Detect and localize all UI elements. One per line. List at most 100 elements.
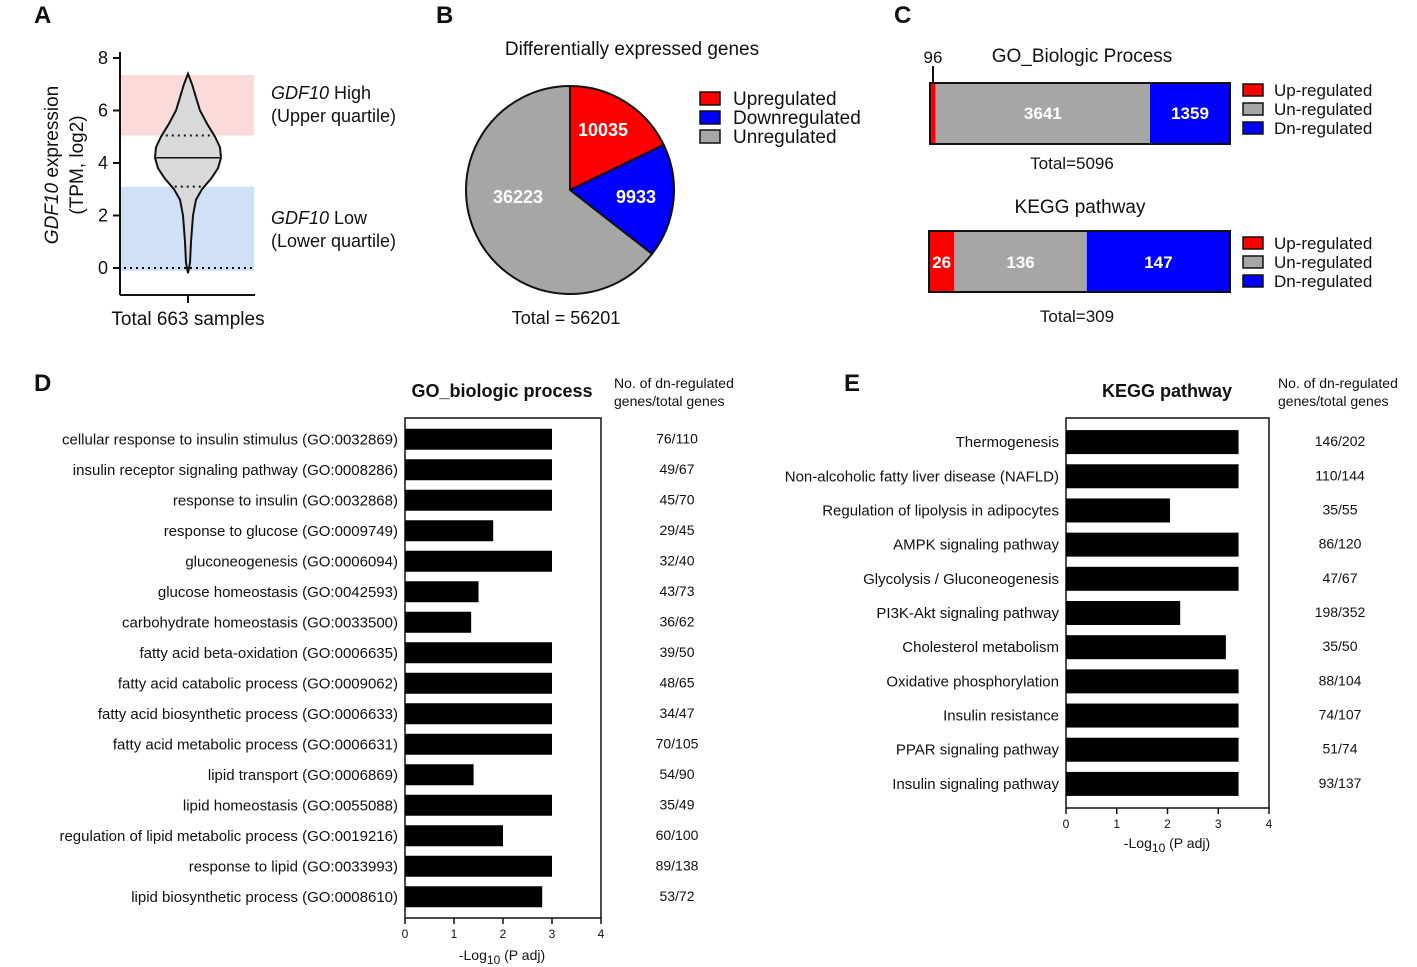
kegg-x-label-post: (P adj) [1165,835,1210,851]
pie-slice-upregulated [569,84,666,192]
bar [1066,601,1181,625]
pie-title: Differentially expressed genes [505,39,759,60]
go-x-label: -Log10 (P adj) [459,947,545,967]
violin-y-tick-label: 8 [98,48,108,68]
stacked-segment-value: 26 [932,253,951,272]
bar [405,611,472,633]
bar [1066,635,1226,660]
low-group-sublabel: (Lower quartile) [271,231,396,251]
stacked-legend-label: Dn-regulated [1274,119,1372,138]
bar-count-label: 53/72 [659,888,694,904]
bar [405,703,552,725]
bar-count-label: 54/90 [659,766,694,782]
bar-category-label: PPAR signaling pathway [896,742,1060,759]
stacked-legend-label: Up-regulated [1274,81,1372,100]
stacked-legend-swatch [1242,255,1264,269]
violin-y-label-line2: (TPM, log2) [67,115,88,214]
bar-category-label: fatty acid beta-oxidation (GO:0006635) [140,645,399,662]
stacked-segment-value: 147 [1144,253,1172,272]
stacked-legend-label: Un-regulated [1274,253,1372,272]
stacked-segment-value: 136 [1006,253,1034,272]
stacked-legend-label: Un-regulated [1274,100,1372,119]
violin-shape [153,70,223,274]
high-group-sublabel: (Upper quartile) [271,106,396,126]
bar-category-label: Oxidative phosphorylation [886,673,1059,690]
pie-slice-unregulated [465,84,654,295]
pie-slice-downregulated [568,143,675,256]
violin-panel: 0 2 4 6 8 Total 663 samples GDF10 expression… [42,48,396,330]
panel-letter-e: E [844,370,860,397]
kegg-x-label-sub: 10 [1152,841,1166,855]
bar [405,825,503,847]
go-stacked-total: Total=5096 [1030,154,1114,173]
bar [405,459,552,481]
bar [1066,498,1171,523]
bar [1066,771,1239,796]
high-group-rest: High [329,83,371,103]
bar-count-label: 48/65 [659,674,694,690]
bar [405,855,552,877]
bar [405,550,552,572]
pie-legend-label: Upregulated [733,89,837,110]
bar-count-label: 49/67 [659,461,694,477]
bar [405,672,552,694]
high-group-label: GDF10 High [271,83,371,103]
bar-count-label: 70/105 [656,735,699,751]
stacked-legend-swatch [1242,236,1264,250]
bar-category-label: Insulin signaling pathway [892,776,1059,793]
stacked-segment-un-regulated [935,83,1150,144]
bar [1066,464,1239,489]
bar [405,642,552,664]
go-count-header-2: genes/total genes [614,393,725,409]
pie-slice-value: 36223 [493,187,543,207]
bar-count-label: 198/352 [1315,604,1366,620]
bar-count-label: 47/67 [1322,570,1357,586]
stacked-bar-outline [929,82,1231,145]
bar-category-label: PI3K-Akt signaling pathway [876,605,1059,622]
x-tick-label: 3 [1215,817,1222,831]
go-x-label-pre: -Log [459,947,487,963]
pie-total: Total = 56201 [512,308,621,328]
violin-y-tick-label: 6 [98,101,108,121]
bar-count-label: 74/107 [1319,707,1362,723]
x-tick-label: 0 [1063,817,1070,831]
x-tick-label: 2 [500,927,507,941]
kegg-bar-panel: KEGG pathway No. of dn-regulated genes/t… [785,375,1398,855]
panel-letter-d: D [34,370,51,397]
low-group-label: GDF10 Low [271,208,368,228]
bar-category-label: fatty acid metabolic process (GO:0006631… [113,736,398,753]
bar-count-label: 88/104 [1319,672,1362,688]
x-tick-label: 2 [1164,817,1171,831]
pie-slice-value: 9933 [616,187,656,207]
bar-category-label: Thermogenesis [956,434,1059,451]
bar-count-label: 43/73 [659,583,694,599]
bar-category-label: fatty acid biosynthetic process (GO:0006… [98,706,398,723]
bar-category-label: regulation of lipid metabolic process (G… [59,828,398,845]
bar-count-label: 29/45 [659,522,694,538]
violin-y-label: GDF10 expression [42,86,63,244]
bar-category-label: Regulation of lipolysis in adipocytes [822,502,1059,519]
stacked-legend-swatch [1242,121,1264,135]
stacked-segment-value: 3641 [1024,104,1062,123]
bar [1066,430,1239,455]
bar-count-label: 39/50 [659,644,694,660]
bar [405,764,474,786]
panel-letter-a: A [34,2,51,29]
bar-category-label: response to lipid (GO:0033993) [189,858,398,875]
pie-legend-swatch [699,91,721,106]
stacked-segment-un-regulated [954,231,1087,292]
bar [405,794,552,816]
kegg-x-label: -Log10 (P adj) [1124,835,1210,855]
bar-count-label: 60/100 [656,827,699,843]
kegg-count-header-2: genes/total genes [1278,393,1389,409]
stacked-legend-label: Up-regulated [1274,234,1372,253]
go-x-label-post: (P adj) [500,947,545,963]
go-stacked-title: GO_Biologic Process [992,46,1173,67]
bar-category-label: lipid homeostasis (GO:0055088) [183,797,398,814]
bar-category-label: fatty acid catabolic process (GO:0009062… [118,675,398,692]
bar [1066,703,1239,728]
bar-category-label: Glycolysis / Gluconeogenesis [863,571,1059,588]
bar [405,520,494,542]
bar-category-label: AMPK signaling pathway [893,537,1059,554]
